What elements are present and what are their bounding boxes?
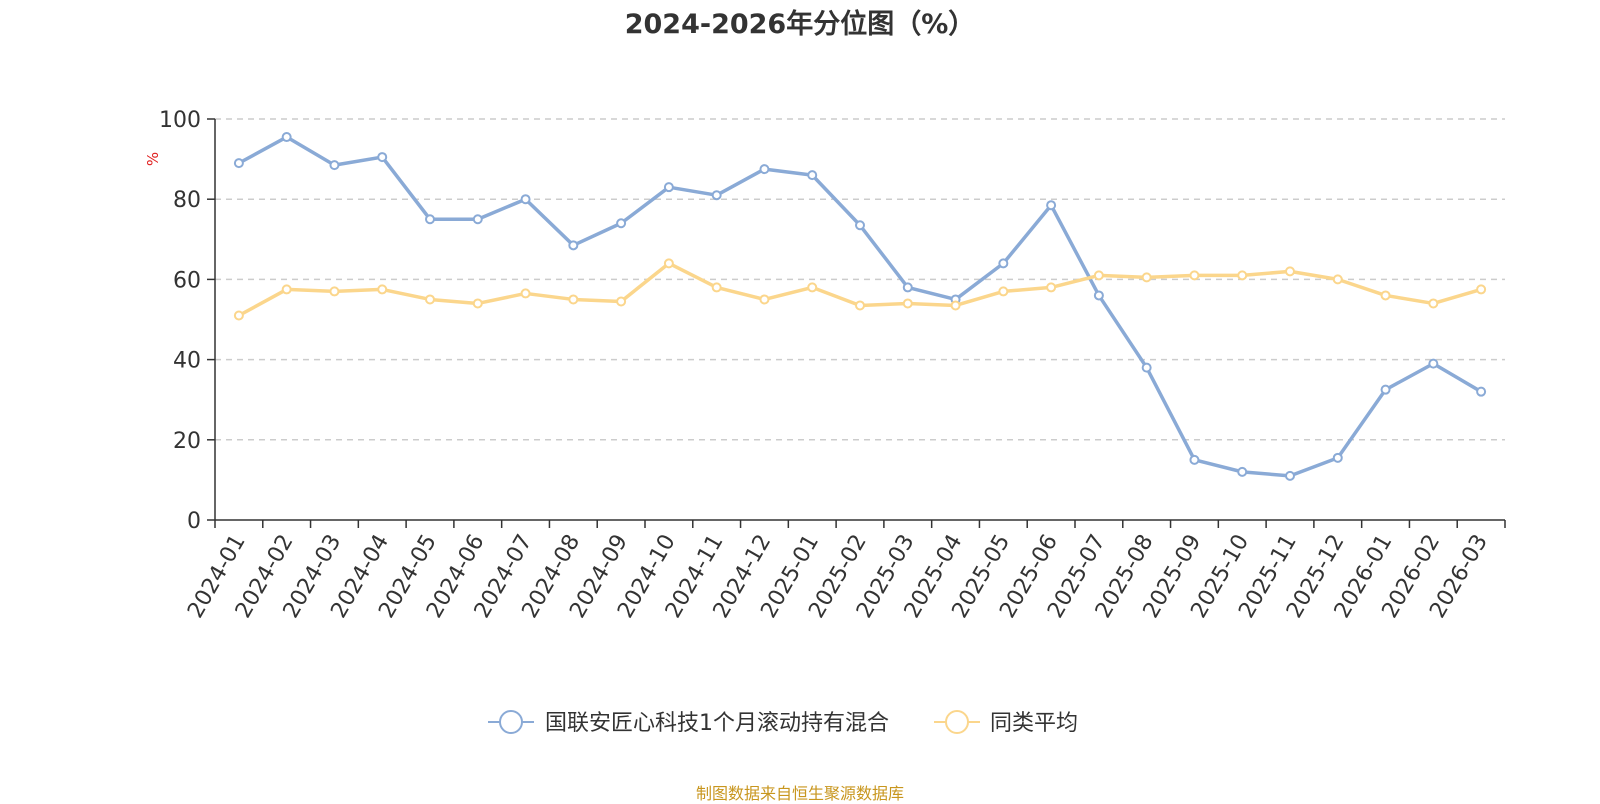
legend-item-0[interactable]: 国联安匠心科技1个月滚动持有混合 [488, 710, 889, 736]
data-point [1189, 270, 1200, 281]
source-note: 制图数据来自恒生聚源数据库 [695, 784, 904, 803]
legend-label: 同类平均 [990, 711, 1078, 736]
data-point [425, 294, 435, 305]
data-point [377, 284, 388, 295]
data-point [233, 310, 244, 321]
y-tick-label: 80 [173, 188, 201, 213]
data-point [520, 288, 531, 299]
y-tick-label: 100 [159, 108, 201, 133]
legend-marker [499, 710, 523, 734]
y-tick-label: 40 [173, 349, 201, 374]
data-point [1285, 266, 1295, 277]
data-point [616, 218, 627, 229]
data-point [807, 282, 818, 293]
data-point [568, 294, 579, 305]
data-point [1476, 284, 1487, 295]
legend-label: 国联安匠心科技1个月滚动持有混合 [545, 711, 889, 736]
data-point [1141, 272, 1152, 283]
y-axis-label: % [144, 152, 162, 166]
legend-marker [945, 710, 969, 734]
data-point [1046, 200, 1057, 211]
series-0 [233, 132, 1487, 481]
data-point [998, 286, 1009, 297]
data-point [902, 282, 913, 293]
data-point [807, 170, 818, 181]
legend[interactable]: 国联安匠心科技1个月滚动持有混合 同类平均 [488, 710, 1078, 736]
data-point [759, 164, 770, 175]
data-point [1380, 384, 1391, 395]
data-point [855, 300, 865, 311]
data-point [998, 258, 1009, 269]
data-point [663, 258, 674, 269]
data-point [950, 300, 961, 311]
data-point [1189, 454, 1200, 465]
data-point [1332, 452, 1343, 463]
data-point [472, 298, 483, 309]
axes: 020406080100%2024-012024-022024-032024-0… [144, 108, 1506, 622]
data-point [1285, 470, 1295, 481]
data-point [1046, 282, 1057, 293]
y-tick-label: 0 [187, 509, 201, 534]
data-point [281, 132, 292, 143]
y-tick-label: 60 [173, 268, 201, 293]
data-point [233, 158, 244, 169]
data-point [520, 194, 531, 205]
data-point [663, 182, 674, 193]
series-1 [233, 258, 1487, 321]
data-point [1428, 298, 1439, 309]
data-point [281, 284, 292, 295]
y-tick-label: 20 [173, 429, 201, 454]
data-point [711, 190, 722, 201]
data-point [425, 214, 435, 225]
data-point [616, 296, 627, 307]
data-point [855, 220, 865, 231]
data-point [1332, 274, 1343, 285]
data-point [1237, 466, 1248, 477]
data-point [1093, 270, 1104, 281]
data-point [377, 152, 388, 163]
legend-item-1[interactable]: 同类平均 [934, 710, 1078, 736]
data-point [759, 294, 770, 305]
data-point [902, 298, 913, 309]
data-point [568, 240, 579, 251]
data-point [711, 282, 722, 293]
data-point [1237, 270, 1248, 281]
data-point [329, 160, 340, 171]
data-point [1141, 362, 1152, 373]
data-point [1476, 386, 1487, 397]
data-point [329, 286, 340, 297]
grid-lines [215, 118, 1505, 441]
data-point [472, 214, 483, 225]
data-point [1380, 290, 1391, 301]
series-layer [233, 132, 1487, 481]
data-point [1093, 290, 1104, 301]
data-point [1428, 358, 1439, 369]
chart-title: 2024-2026年分位图（%） [624, 9, 976, 40]
